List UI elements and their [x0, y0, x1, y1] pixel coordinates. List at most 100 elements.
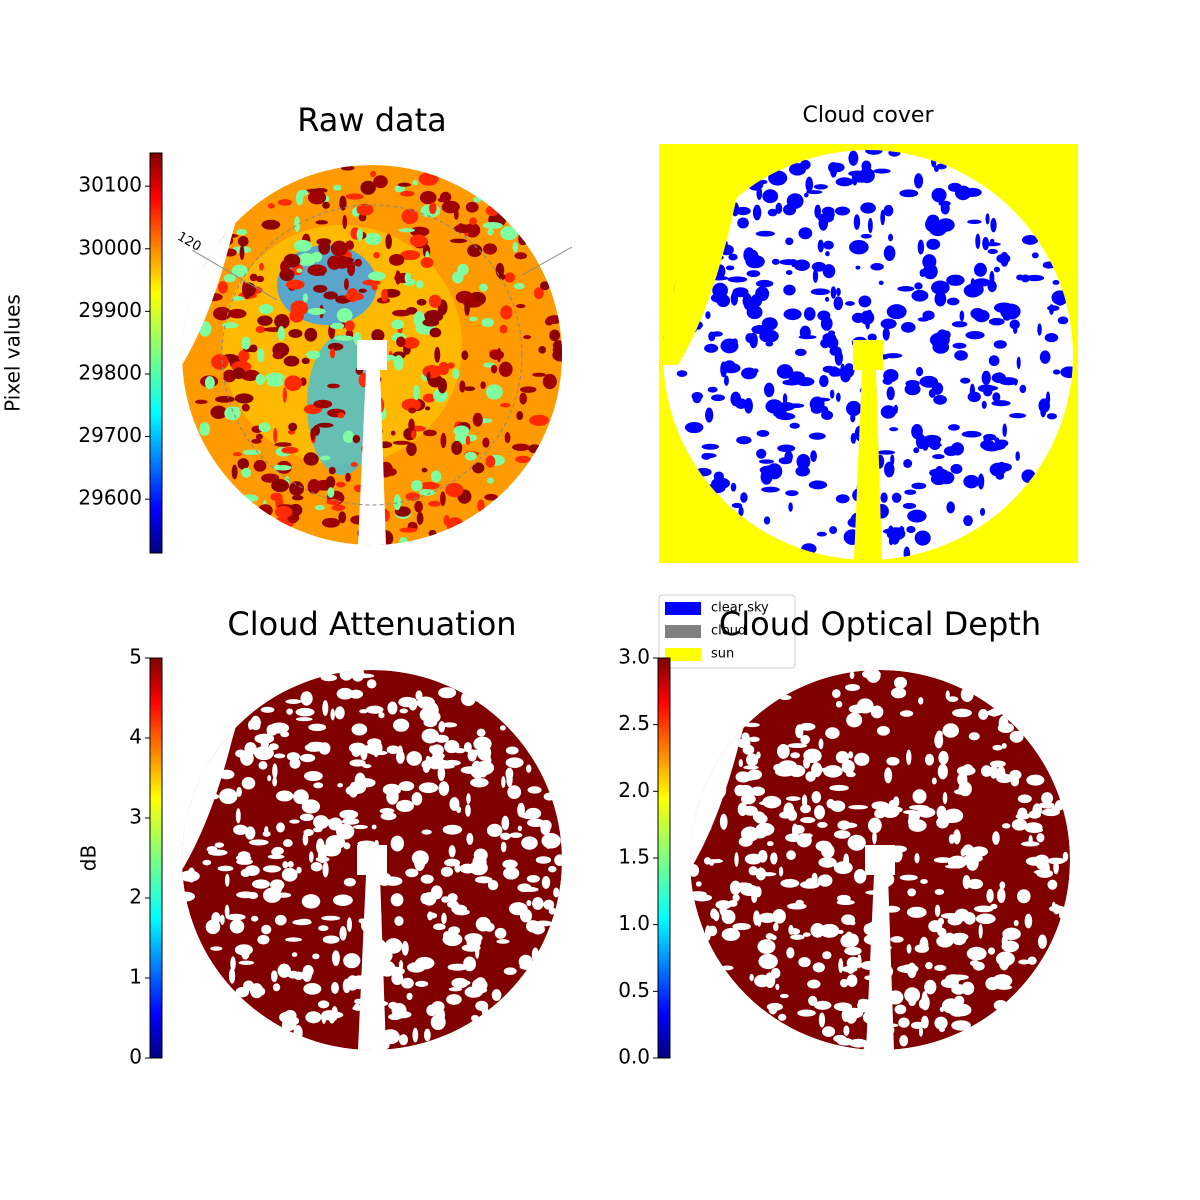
sky-blotch [934, 888, 945, 896]
sky-blotch [767, 208, 778, 217]
sky-blotch [425, 406, 431, 411]
sky-blotch [962, 764, 974, 775]
sky-blotch [339, 809, 359, 820]
sky-blotch [386, 745, 400, 755]
sky-blotch [304, 327, 318, 342]
sky-blotch [785, 270, 793, 276]
sky-blotch [367, 740, 383, 756]
sky-blotch [274, 914, 287, 926]
sky-blotch [740, 492, 748, 503]
sky-blotch [350, 462, 358, 467]
sky-blotch [766, 1002, 783, 1011]
sky-blotch [938, 200, 951, 207]
sky-blotch [280, 260, 290, 274]
sky-blotch [345, 472, 351, 482]
sky-image [690, 670, 1070, 1050]
sky-blotch [339, 670, 354, 681]
mask-region [865, 845, 895, 1050]
sky-blotch [422, 364, 442, 379]
sky-blotch [360, 745, 368, 761]
sky-blotch [886, 386, 895, 401]
sky-blotch [328, 466, 336, 475]
sky-blotch [908, 998, 916, 1007]
sky-blotch [810, 450, 817, 463]
sky-blotch [506, 771, 513, 788]
sky-blotch [1024, 822, 1043, 833]
sky-blotch [865, 320, 870, 330]
sky-blotch [447, 362, 455, 369]
sky-blotch [963, 515, 973, 527]
sky-blotch [755, 230, 775, 237]
sky-blotch [327, 487, 335, 498]
sky-blotch [817, 239, 824, 253]
sky-blotch [283, 355, 300, 367]
sky-blotch [790, 934, 805, 940]
sky-blotch [251, 879, 270, 889]
sky-blotch [917, 239, 925, 255]
sky-blotch [500, 226, 518, 241]
sky-image [182, 670, 562, 1050]
sky-blotch [210, 405, 227, 419]
sky-blotch [553, 887, 560, 898]
sky-blotch [1037, 323, 1042, 336]
sky-blotch [880, 805, 900, 818]
sky-blotch [785, 833, 803, 843]
sky-blotch [356, 203, 374, 216]
sky-blotch [992, 392, 1001, 402]
sky-blotch [809, 396, 825, 412]
sky-blotch [391, 971, 404, 986]
sky-blotch [286, 752, 300, 761]
sky-blotch [737, 217, 749, 229]
sky-blotch [356, 778, 376, 788]
sky-blotch [428, 500, 441, 507]
sky-blotch [274, 464, 281, 470]
sky-blotch [795, 466, 810, 477]
sky-blotch [790, 752, 801, 759]
sky-blotch [785, 490, 799, 497]
sky-blotch [312, 953, 320, 960]
sky-blotch [299, 753, 316, 763]
sky-blotch [406, 992, 413, 1001]
sky-blotch [267, 854, 285, 860]
sky-blotch [841, 759, 855, 774]
sky-blotch [250, 915, 259, 922]
sky-blotch [364, 232, 382, 246]
sky-blotch [274, 505, 293, 519]
colorbar-tick-label: 29700 [78, 423, 142, 447]
sky-blotch [448, 845, 456, 858]
sky-blotch [900, 322, 916, 333]
sky-blotch [836, 392, 841, 402]
sky-blotch [416, 298, 427, 306]
sky-blotch [965, 331, 985, 340]
sky-blotch [299, 813, 314, 822]
sky-blotch [878, 280, 884, 286]
sky-blotch [258, 422, 271, 433]
sky-blotch [475, 760, 495, 775]
sky-blotch [811, 762, 823, 778]
sky-blotch [359, 709, 368, 714]
sky-blotch [744, 853, 763, 865]
sky-blotch [883, 245, 896, 262]
sky-blotch [225, 913, 246, 921]
sky-blotch [318, 925, 329, 932]
sky-blotch [939, 1006, 945, 1013]
sky-blotch [392, 718, 410, 732]
sky-blotch [992, 974, 1013, 988]
sky-blotch [701, 443, 719, 450]
sky-blotch [776, 743, 790, 759]
sky-blotch [343, 430, 354, 444]
sky-blotch [819, 767, 835, 773]
sky-blotch [487, 880, 499, 891]
sky-blotch [442, 932, 463, 947]
sky-blotch [937, 763, 948, 780]
sky-blotch [934, 904, 941, 917]
colorbar-tick-label: 30100 [78, 173, 142, 197]
sky-blotch [453, 425, 470, 437]
sky-blotch [409, 226, 430, 237]
legend-swatch [665, 648, 701, 661]
sky-blotch [912, 789, 927, 804]
sky-blotch [934, 964, 947, 971]
sky-blotch [248, 839, 269, 846]
sky-blotch [925, 962, 933, 970]
sky-blotch [429, 327, 442, 338]
